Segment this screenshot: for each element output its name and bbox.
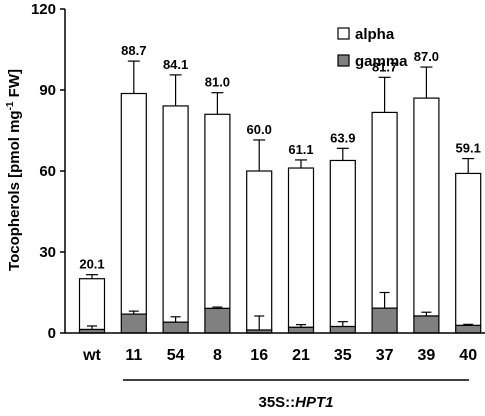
bar-alpha [120, 92, 147, 315]
category-label: 16 [250, 347, 268, 364]
category-label: 40 [459, 347, 477, 364]
category-label: 21 [292, 347, 310, 364]
legend-swatch-alpha [337, 27, 350, 40]
bar-gamma [329, 325, 356, 334]
bar-alpha [329, 159, 356, 328]
y-tick-label: 60 [39, 163, 56, 180]
data-label: 87.0 [414, 49, 439, 64]
data-label: 88.7 [121, 43, 146, 58]
data-label: 63.9 [330, 130, 355, 145]
category-label: 35 [334, 347, 352, 364]
category-label: 8 [213, 347, 222, 364]
bar-gamma [204, 307, 231, 334]
data-label: 81.0 [205, 75, 230, 90]
legend-label-alpha: alpha [355, 26, 395, 43]
data-label: 81.7 [372, 59, 397, 74]
legend: alpha gamma [337, 26, 408, 70]
data-label: 59.1 [456, 141, 481, 156]
bar-gamma [455, 324, 482, 334]
bar-gamma [287, 326, 315, 334]
y-axis: 0 30 60 90 120 [31, 1, 66, 342]
data-label: 20.1 [79, 257, 104, 272]
bar-alpha [162, 105, 189, 323]
bar-gamma [371, 307, 398, 334]
bar-alpha [455, 172, 482, 327]
bar-alpha [287, 167, 315, 328]
bar-alpha [246, 170, 273, 331]
bar-gamma [413, 315, 440, 334]
y-tick-label: 90 [39, 82, 56, 99]
bar-alpha [78, 278, 106, 331]
y-axis-label: Tocopherols [pmol mg-1 FW] [5, 69, 23, 271]
category-label: 54 [167, 347, 185, 364]
y-tick-label: 0 [48, 325, 56, 342]
category-label: 37 [376, 347, 394, 364]
data-label: 84.1 [163, 57, 188, 72]
bar-gamma [120, 313, 147, 334]
y-tick-label: 30 [39, 244, 56, 261]
bar-alpha [371, 111, 398, 309]
bar-alpha [413, 97, 440, 317]
bar-alpha [204, 113, 231, 310]
legend-label-gamma: gamma [355, 53, 408, 70]
bar-gamma [162, 321, 189, 334]
category-label: wt [82, 347, 101, 364]
data-label: 60.0 [247, 122, 272, 137]
category-label: 39 [418, 347, 436, 364]
bars: 20.1 88.7 84.1 81.0 60.0 61.1 63.9 81.7 87.0 59.1 [78, 43, 482, 334]
y-tick-label: 120 [31, 1, 56, 18]
group-label: 35S::HPT1 [258, 394, 333, 411]
category-label: 11 [125, 347, 142, 364]
x-axis: wt 11 54 8 16 21 35 37 39 40 [65, 332, 485, 364]
data-label: 61.1 [288, 142, 313, 157]
legend-swatch-gamma [337, 54, 350, 67]
